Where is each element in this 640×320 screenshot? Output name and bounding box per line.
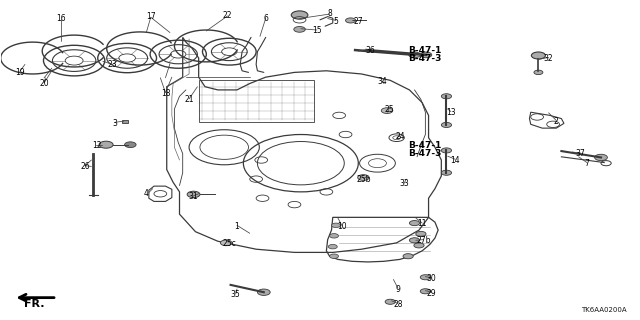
Text: 27: 27 xyxy=(353,17,363,26)
Text: 5: 5 xyxy=(333,17,339,26)
Circle shape xyxy=(99,141,113,148)
Circle shape xyxy=(442,123,452,127)
Text: 1: 1 xyxy=(235,222,239,231)
Circle shape xyxy=(410,238,420,243)
Text: 25c: 25c xyxy=(223,239,236,248)
Text: 37: 37 xyxy=(575,149,586,158)
Text: 11: 11 xyxy=(417,219,427,228)
Circle shape xyxy=(531,52,545,59)
Text: B-47-1: B-47-1 xyxy=(408,141,442,150)
Text: 12: 12 xyxy=(92,141,101,150)
Circle shape xyxy=(403,254,413,259)
Circle shape xyxy=(330,254,339,259)
Text: 25: 25 xyxy=(384,105,394,114)
Text: 31: 31 xyxy=(189,192,198,201)
Text: 18: 18 xyxy=(161,89,170,98)
Circle shape xyxy=(420,52,432,58)
Text: 28: 28 xyxy=(393,300,403,308)
Text: 32: 32 xyxy=(544,53,554,62)
Text: 35: 35 xyxy=(231,290,241,299)
Text: 22: 22 xyxy=(223,11,232,20)
Text: 25b: 25b xyxy=(356,175,371,184)
Text: 10: 10 xyxy=(337,222,347,231)
Circle shape xyxy=(220,240,232,246)
Circle shape xyxy=(416,231,426,236)
Text: 17: 17 xyxy=(146,12,156,21)
Circle shape xyxy=(534,70,543,75)
Bar xyxy=(198,80,314,122)
Text: 7: 7 xyxy=(584,159,589,168)
Text: 26: 26 xyxy=(80,162,90,171)
Text: 33: 33 xyxy=(399,180,409,188)
Text: 21: 21 xyxy=(184,95,194,104)
Circle shape xyxy=(414,243,424,248)
Text: B-47-3: B-47-3 xyxy=(408,149,442,158)
Circle shape xyxy=(442,170,452,175)
Circle shape xyxy=(595,154,607,161)
Text: 30: 30 xyxy=(427,274,436,283)
Text: 3: 3 xyxy=(112,119,117,128)
Text: FR.: FR. xyxy=(24,299,44,309)
Circle shape xyxy=(420,289,431,294)
Text: 16: 16 xyxy=(56,14,66,23)
Text: 19: 19 xyxy=(15,68,25,77)
Text: 6: 6 xyxy=(263,14,268,23)
Text: 14: 14 xyxy=(451,156,460,164)
Circle shape xyxy=(358,175,369,180)
Circle shape xyxy=(381,108,393,114)
Circle shape xyxy=(294,27,305,32)
Text: 8: 8 xyxy=(327,9,332,18)
Circle shape xyxy=(332,223,340,228)
Circle shape xyxy=(442,94,452,99)
Circle shape xyxy=(291,11,308,19)
Circle shape xyxy=(187,191,200,197)
Circle shape xyxy=(385,299,396,304)
Circle shape xyxy=(125,142,136,148)
Text: 27b: 27b xyxy=(416,236,431,245)
Bar xyxy=(122,120,129,123)
Text: 36: 36 xyxy=(365,45,374,55)
Circle shape xyxy=(257,289,270,295)
Circle shape xyxy=(420,275,431,280)
Text: B-47-3: B-47-3 xyxy=(408,53,442,62)
Circle shape xyxy=(346,18,356,23)
Circle shape xyxy=(410,220,420,226)
Text: 9: 9 xyxy=(396,284,401,293)
Text: 4: 4 xyxy=(144,189,148,198)
Circle shape xyxy=(442,148,452,153)
Text: 34: 34 xyxy=(378,77,387,86)
Text: TK6AA0200A: TK6AA0200A xyxy=(581,307,627,313)
Text: 24: 24 xyxy=(395,132,404,140)
Text: 2: 2 xyxy=(554,117,559,126)
Text: 15: 15 xyxy=(312,27,322,36)
Circle shape xyxy=(330,234,339,238)
Text: B-47-1: B-47-1 xyxy=(408,45,442,55)
Text: 20: 20 xyxy=(39,79,49,88)
Circle shape xyxy=(328,244,337,249)
Text: 23: 23 xyxy=(108,60,117,69)
Text: 13: 13 xyxy=(446,108,456,117)
Circle shape xyxy=(409,52,420,58)
Text: 29: 29 xyxy=(427,289,436,298)
